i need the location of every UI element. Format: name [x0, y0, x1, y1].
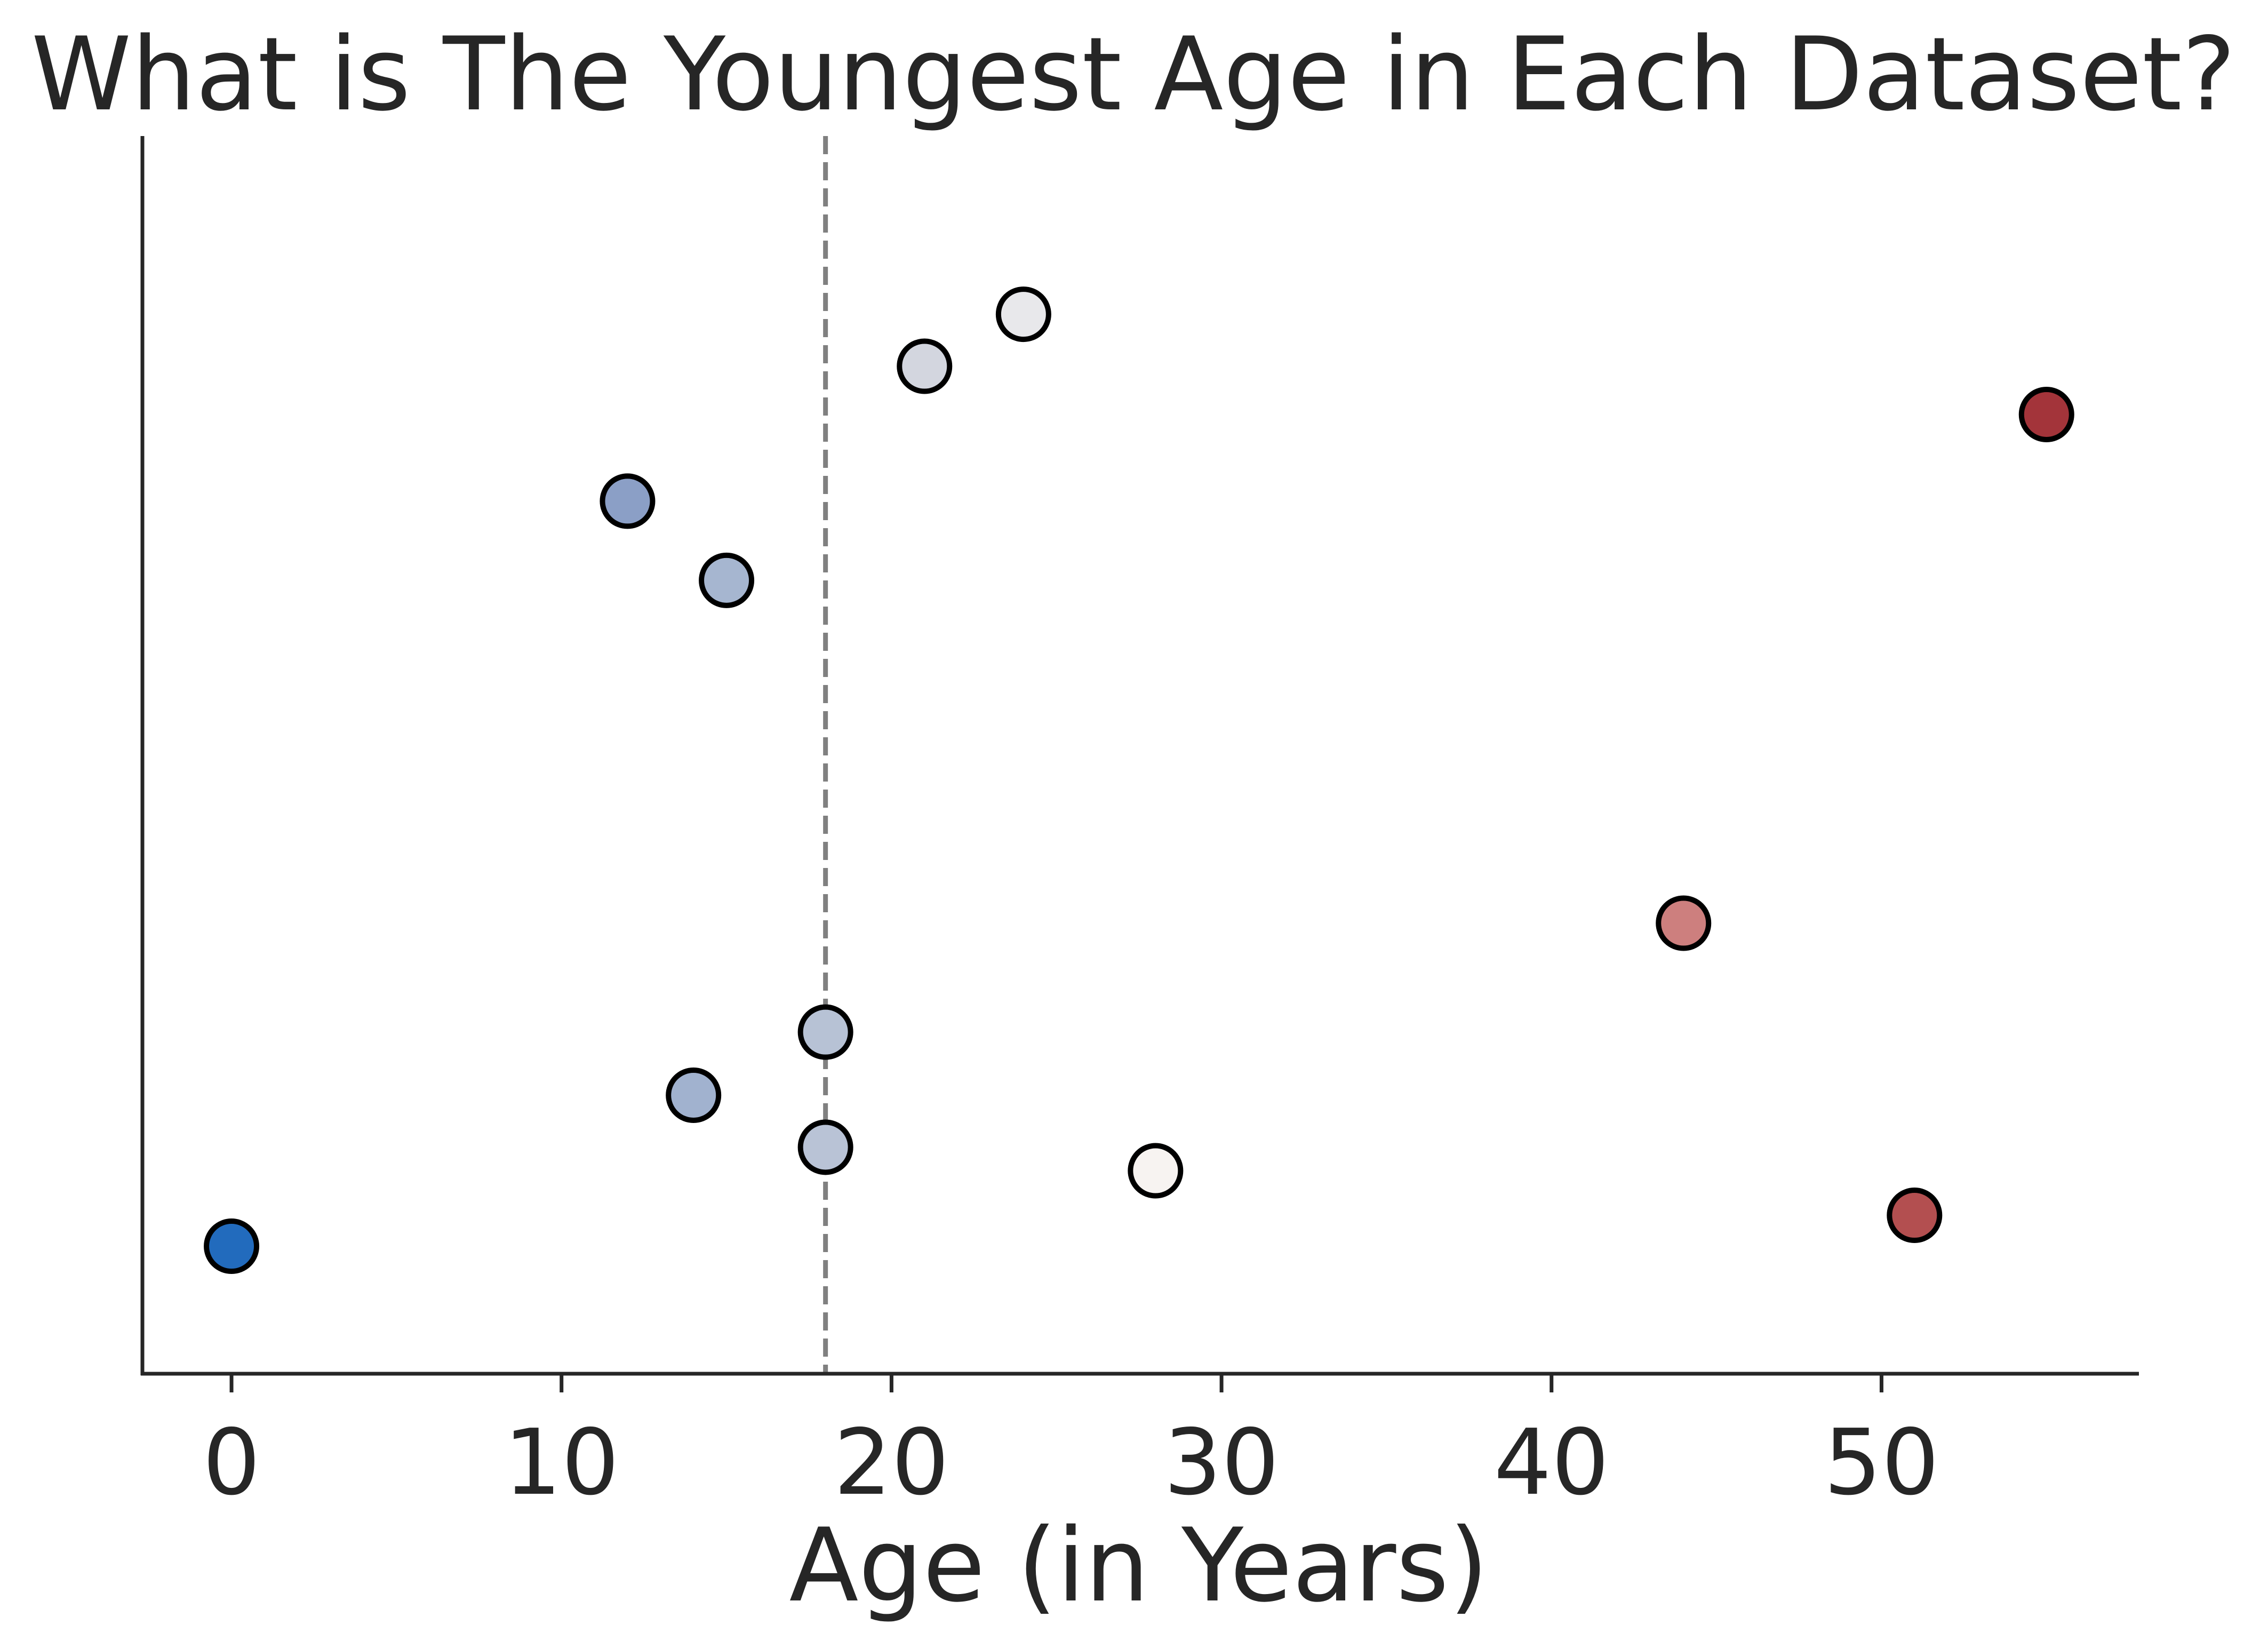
chart-title: What is The Youngest Age in Each Dataset…: [31, 15, 2236, 133]
data-point-11: [2018, 387, 2074, 442]
x-axis-label: Age (in Years): [789, 1507, 1489, 1624]
x-ticks-layer: 0 10 20 30 40 50: [203, 1374, 1939, 1516]
data-point-10: [1887, 1188, 1943, 1244]
x-tick-label-0: 0: [203, 1410, 260, 1516]
x-tick-label-50: 50: [1824, 1410, 1939, 1516]
x-tick-label-30: 30: [1164, 1410, 1279, 1516]
data-point-9: [1656, 895, 1712, 951]
data-points-layer: [204, 286, 2074, 1274]
x-tick-label-20: 20: [834, 1410, 949, 1516]
data-point-6: [897, 338, 953, 394]
data-point-1: [600, 473, 656, 529]
data-point-3: [699, 552, 755, 608]
data-point-2: [666, 1068, 722, 1123]
x-tick-label-40: 40: [1494, 1410, 1609, 1516]
data-point-4: [797, 1004, 853, 1060]
data-point-8: [1128, 1143, 1184, 1199]
data-point-0: [204, 1218, 260, 1274]
data-point-7: [995, 286, 1051, 342]
data-point-5: [797, 1119, 853, 1175]
x-tick-label-10: 10: [504, 1410, 619, 1516]
axes-layer: [140, 136, 2139, 1376]
